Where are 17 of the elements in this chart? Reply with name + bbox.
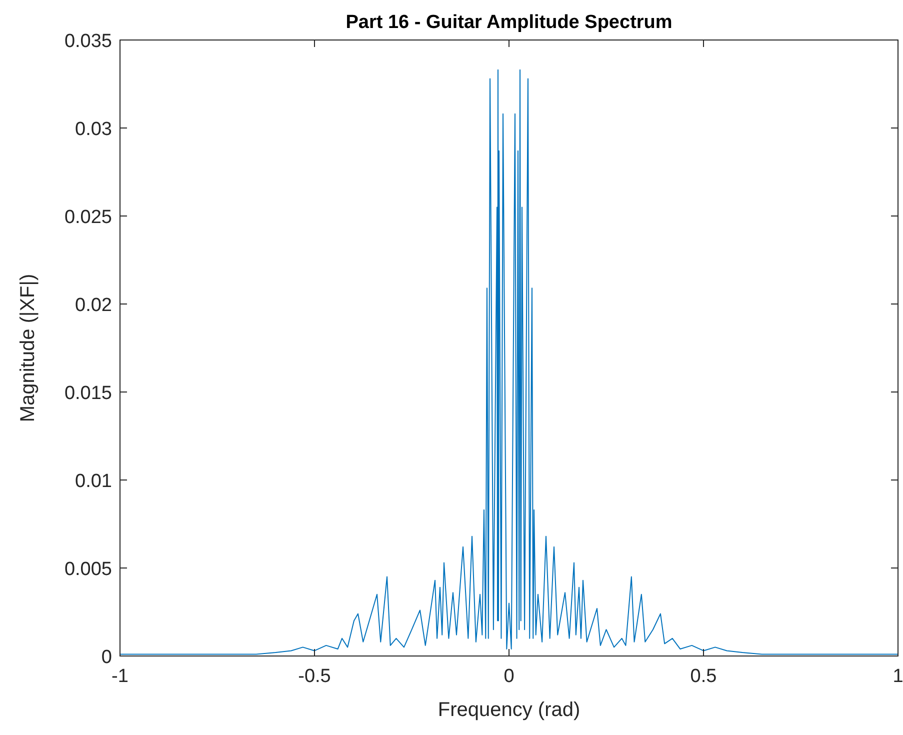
y-tick-label: 0.035 xyxy=(64,31,112,52)
line-series xyxy=(120,69,898,655)
y-tick-label: 0.02 xyxy=(75,295,112,316)
x-tick-label: 1 xyxy=(892,666,903,687)
x-axis-title: Frequency (rad) xyxy=(438,699,580,721)
chart-title: Part 16 - Guitar Amplitude Spectrum xyxy=(346,12,672,33)
y-tick-label: 0.01 xyxy=(75,471,112,492)
y-tick-label: 0 xyxy=(101,647,112,668)
x-tick-label: 0.5 xyxy=(690,666,717,687)
x-tick-label: -0.5 xyxy=(298,666,331,687)
x-tick-label: -1 xyxy=(112,666,128,687)
y-axis-title: Magnitude (|XF|) xyxy=(17,274,39,422)
y-tick-label: 0.025 xyxy=(64,207,112,228)
y-tick-label: 0.015 xyxy=(64,383,112,404)
y-tick-label: 0.005 xyxy=(64,559,112,580)
y-tick-label: 0.03 xyxy=(75,119,112,140)
x-tick-label: 0 xyxy=(504,666,514,687)
